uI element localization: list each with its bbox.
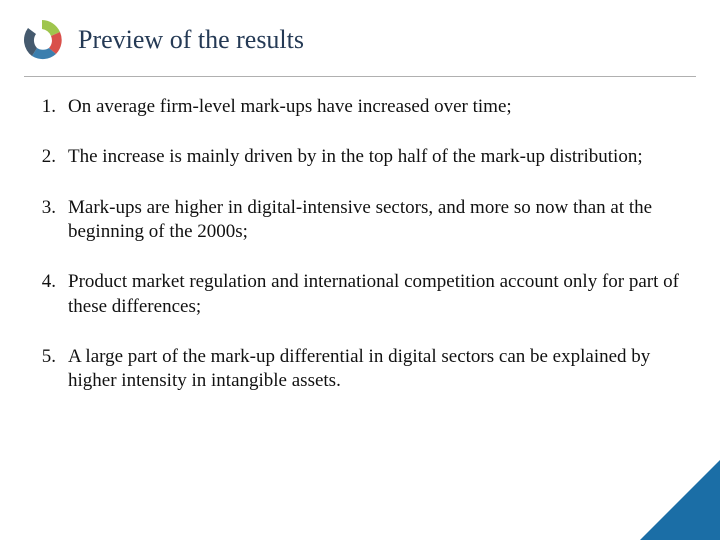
list-number: 1. [34, 95, 68, 119]
content-list: 1. On average firm-level mark-ups have i… [0, 77, 720, 394]
list-text: Product market regulation and internatio… [68, 270, 680, 319]
list-text: On average firm-level mark-ups have incr… [68, 95, 680, 119]
list-number: 2. [34, 145, 68, 169]
list-item: 5. A large part of the mark-up different… [34, 345, 680, 394]
slide: Preview of the results 1. On average fir… [0, 0, 720, 540]
list-item: 1. On average firm-level mark-ups have i… [34, 95, 680, 119]
header: Preview of the results [0, 0, 720, 70]
page-title: Preview of the results [78, 25, 304, 55]
list-text: A large part of the mark-up differential… [68, 345, 680, 394]
list-number: 5. [34, 345, 68, 394]
list-number: 3. [34, 196, 68, 245]
corner-accent [640, 460, 720, 540]
list-number: 4. [34, 270, 68, 319]
list-text: The increase is mainly driven by in the … [68, 145, 680, 169]
list-text: Mark-ups are higher in digital-intensive… [68, 196, 680, 245]
list-item: 4. Product market regulation and interna… [34, 270, 680, 319]
oecd-logo-icon [20, 18, 64, 62]
list-item: 2. The increase is mainly driven by in t… [34, 145, 680, 169]
list-item: 3. Mark-ups are higher in digital-intens… [34, 196, 680, 245]
